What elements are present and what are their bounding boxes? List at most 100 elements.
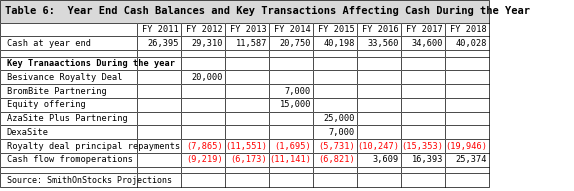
Text: Cash flow fromoperations: Cash flow fromoperations xyxy=(7,155,133,164)
Bar xyxy=(0,70,137,84)
Bar xyxy=(0,36,137,50)
Text: Key Tranaactions During the year: Key Tranaactions During the year xyxy=(7,59,175,68)
Bar xyxy=(357,50,401,57)
Bar xyxy=(313,57,357,70)
Text: FY 2017: FY 2017 xyxy=(406,25,443,34)
Bar xyxy=(313,153,357,167)
Bar xyxy=(357,167,401,173)
Bar xyxy=(313,112,357,125)
Text: FY 2012: FY 2012 xyxy=(186,25,223,34)
Bar xyxy=(269,23,313,36)
Bar xyxy=(0,173,137,187)
Bar xyxy=(0,50,137,57)
Bar xyxy=(445,167,490,173)
Bar xyxy=(401,36,445,50)
Bar xyxy=(357,36,401,50)
Bar xyxy=(445,167,490,173)
Bar xyxy=(225,125,269,139)
Bar xyxy=(225,36,269,50)
Text: 7,000: 7,000 xyxy=(285,87,311,96)
Bar xyxy=(0,125,137,139)
Bar xyxy=(269,36,313,50)
Bar xyxy=(401,84,445,98)
Bar xyxy=(225,23,269,36)
Text: 20,000: 20,000 xyxy=(191,73,223,82)
Bar xyxy=(313,36,357,50)
Bar xyxy=(445,112,490,125)
Bar xyxy=(181,125,225,139)
Bar xyxy=(313,98,357,112)
Text: (15,353): (15,353) xyxy=(401,142,443,151)
Bar xyxy=(0,167,137,173)
Bar xyxy=(445,139,490,153)
Bar xyxy=(269,36,313,50)
Bar xyxy=(269,139,313,153)
Text: (10,247): (10,247) xyxy=(357,142,399,151)
Bar xyxy=(357,84,401,98)
Text: (1,695): (1,695) xyxy=(274,142,311,151)
Bar xyxy=(445,173,490,187)
Text: 40,028: 40,028 xyxy=(456,39,487,48)
Bar xyxy=(225,167,269,173)
Bar xyxy=(137,36,181,50)
Bar xyxy=(0,153,137,167)
Bar xyxy=(313,173,357,187)
Text: (9,219): (9,219) xyxy=(186,155,223,164)
Bar xyxy=(181,50,225,57)
Bar xyxy=(357,57,401,70)
Bar xyxy=(445,57,490,70)
Bar xyxy=(137,84,181,98)
Bar xyxy=(401,173,445,187)
Bar xyxy=(401,50,445,57)
Text: FY 2016: FY 2016 xyxy=(362,25,399,34)
Bar xyxy=(137,112,181,125)
Bar xyxy=(181,98,225,112)
Bar xyxy=(401,36,445,50)
Bar xyxy=(313,139,357,153)
Bar xyxy=(137,139,181,153)
Bar xyxy=(269,173,313,187)
Bar xyxy=(181,57,225,70)
Bar xyxy=(0,70,137,84)
Bar xyxy=(0,112,137,125)
Bar xyxy=(445,153,490,167)
Bar xyxy=(313,70,357,84)
Bar xyxy=(401,125,445,139)
Bar xyxy=(357,125,401,139)
Text: 26,395: 26,395 xyxy=(148,39,179,48)
Bar xyxy=(445,70,490,84)
Bar xyxy=(357,153,401,167)
Text: (6,173): (6,173) xyxy=(230,155,267,164)
Bar xyxy=(0,0,490,23)
Bar xyxy=(181,50,225,57)
Bar xyxy=(357,50,401,57)
Bar xyxy=(357,23,401,36)
Bar xyxy=(401,57,445,70)
Bar xyxy=(401,167,445,173)
Bar xyxy=(401,70,445,84)
Bar xyxy=(269,125,313,139)
Bar xyxy=(313,84,357,98)
Text: FY 2018: FY 2018 xyxy=(451,25,487,34)
Bar xyxy=(137,167,181,173)
Text: 34,600: 34,600 xyxy=(412,39,443,48)
Bar xyxy=(445,125,490,139)
Bar xyxy=(357,139,401,153)
Bar xyxy=(269,167,313,173)
Bar xyxy=(137,50,181,57)
Bar xyxy=(225,23,269,36)
Bar xyxy=(313,36,357,50)
Bar xyxy=(225,112,269,125)
Bar xyxy=(0,139,137,153)
Bar xyxy=(0,173,137,187)
Bar xyxy=(445,153,490,167)
Text: 40,198: 40,198 xyxy=(324,39,355,48)
Bar xyxy=(357,70,401,84)
Bar xyxy=(401,139,445,153)
Bar xyxy=(313,112,357,125)
Bar xyxy=(137,125,181,139)
Bar xyxy=(401,173,445,187)
Text: 7,000: 7,000 xyxy=(329,128,355,137)
Bar xyxy=(0,112,137,125)
Text: Royalty deal principal repayments: Royalty deal principal repayments xyxy=(7,142,180,151)
